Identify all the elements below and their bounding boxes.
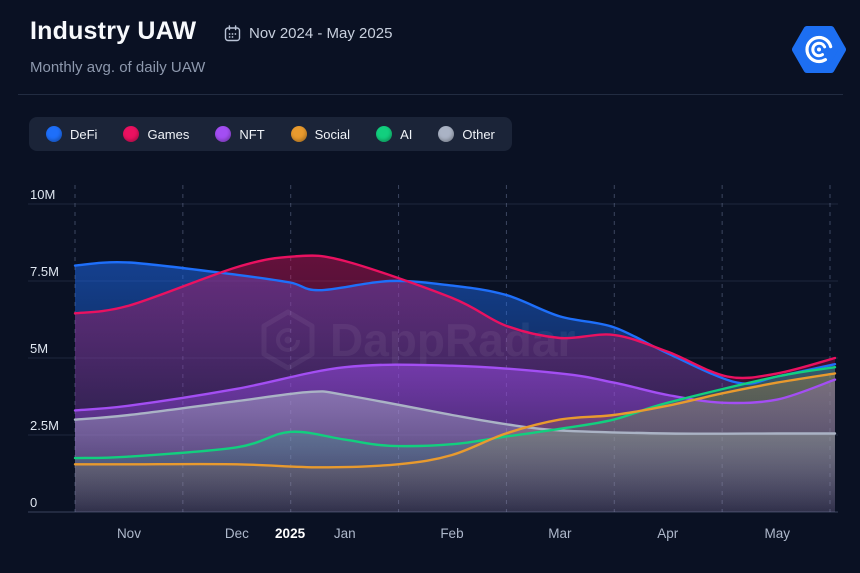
line-ai (73, 366, 837, 460)
legend-color-dot (123, 126, 140, 142)
chart-subtitle: Monthly avg. of daily UAW (30, 59, 206, 76)
watermark: DappRadar (261, 309, 575, 371)
legend-item-social[interactable]: Social (290, 126, 351, 142)
line-games (73, 254, 837, 380)
header-divider (18, 94, 843, 95)
y-tick-label: 7.5M (30, 264, 59, 279)
x-year-label: 2025 (275, 526, 306, 541)
legend-item-games[interactable]: Games (123, 126, 189, 142)
watermark-hexagon (261, 309, 315, 371)
legend-item-label: DeFi (70, 126, 98, 142)
legend-item-other[interactable]: Other (438, 126, 495, 142)
x-month-label: Mar (548, 526, 572, 541)
y-tick-label: 5M (30, 341, 48, 356)
calendar-icon (224, 25, 241, 42)
x-month-label: Dec (225, 526, 249, 541)
area-social (75, 373, 835, 512)
line-defi (73, 260, 837, 385)
line-nft (73, 363, 837, 412)
legend-item-label: Other (462, 126, 495, 142)
x-month-label: Jan (334, 526, 356, 541)
legend-item-defi[interactable]: DeFi (46, 126, 97, 142)
legend-item-label: AI (400, 126, 413, 142)
x-month-label: Apr (657, 526, 679, 541)
y-tick-label: 2.5M (30, 418, 59, 433)
legend-item-label: Social (314, 126, 351, 142)
legend-color-dot (438, 126, 455, 142)
line-social (73, 372, 837, 469)
legend-item-label: NFT (239, 126, 265, 142)
legend-color-dot (215, 126, 232, 142)
legend-bar: DeFi Games NFT Social AI Other (29, 117, 512, 151)
legend-item-ai[interactable]: AI (376, 126, 412, 142)
legend-color-dot (376, 126, 393, 142)
y-tick-label: 10M (30, 187, 55, 202)
date-range: Nov 2024 - May 2025 (224, 25, 392, 42)
x-month-label: Nov (117, 526, 141, 541)
legend-item-nft[interactable]: NFT (215, 126, 265, 142)
watermark-ring (276, 328, 300, 352)
legend-item-label: Games (147, 126, 190, 142)
uaw-area-chart[interactable]: DappRadar 0 2.5M 5M 7.5M 10M Nov Dec 2025 Jan Feb M… (0, 150, 860, 573)
legend-color-dot (46, 126, 62, 142)
dappradar-logo[interactable] (792, 22, 846, 78)
radar-glyph (805, 35, 833, 64)
date-range-label: Nov 2024 - May 2025 (249, 25, 393, 42)
line-other (73, 390, 837, 435)
watermark-dot (284, 336, 292, 344)
x-month-label: Feb (440, 526, 463, 541)
page-title: Industry UAW (30, 17, 197, 45)
y-tick-label: 0 (30, 495, 37, 510)
x-month-label: May (764, 526, 790, 541)
watermark-text: DappRadar (330, 314, 575, 366)
legend-color-dot (290, 126, 307, 142)
